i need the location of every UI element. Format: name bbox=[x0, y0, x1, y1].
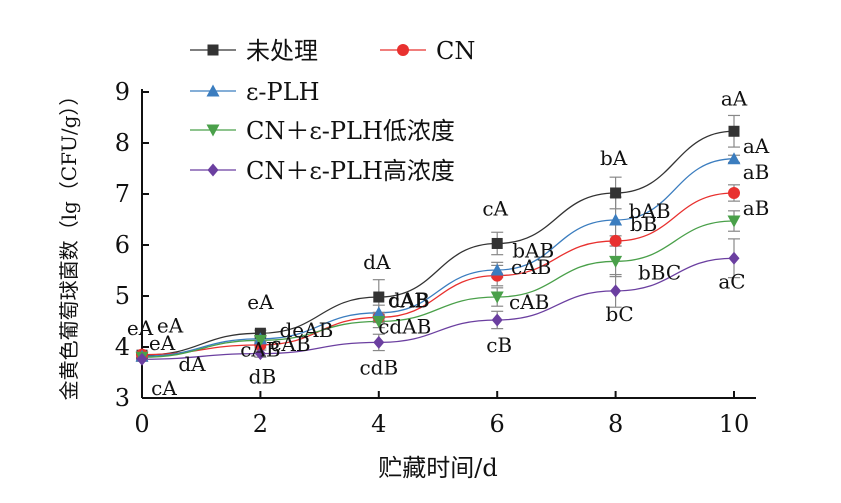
data-label: bC bbox=[606, 302, 634, 326]
x-axis-label: 贮藏时间/d bbox=[378, 454, 497, 482]
data-label: cAB bbox=[509, 290, 549, 314]
x-tick-label: 2 bbox=[253, 410, 268, 438]
legend-label: CN bbox=[436, 37, 475, 65]
y-tick-label: 3 bbox=[115, 384, 130, 412]
data-point bbox=[609, 255, 623, 268]
legend-marker bbox=[397, 44, 409, 56]
data-label: cA bbox=[151, 376, 177, 400]
data-label: cAB bbox=[270, 332, 310, 356]
legend: 未处理 CN ε-PLH CN＋ε-PLH低浓度 CN＋ε-PLH高浓度 bbox=[190, 37, 475, 185]
data-label: cAB bbox=[240, 337, 280, 361]
y-tick-label: 6 bbox=[115, 231, 130, 259]
data-label: eA bbox=[247, 290, 274, 314]
data-label: aA bbox=[721, 86, 748, 110]
y-axis-label: 金黄色葡萄球菌数（lg（CFU/g）） bbox=[57, 86, 81, 401]
data-label: cdB bbox=[359, 355, 398, 379]
data-label: cAB bbox=[511, 255, 551, 279]
legend-marker bbox=[206, 124, 220, 137]
y-tick-label: 5 bbox=[115, 282, 130, 310]
data-label: bBC bbox=[638, 260, 681, 284]
x-tick-label: 4 bbox=[371, 410, 386, 438]
legend-label: CN＋ε-PLH低浓度 bbox=[246, 117, 455, 145]
x-tick-label: 8 bbox=[608, 410, 623, 438]
legend-marker bbox=[206, 84, 220, 97]
data-label: dB bbox=[249, 365, 277, 389]
data-label: eA bbox=[149, 331, 176, 355]
error-bars bbox=[136, 114, 740, 362]
data-point bbox=[491, 237, 503, 249]
data-point bbox=[728, 251, 740, 265]
series-line bbox=[141, 220, 735, 358]
data-point bbox=[253, 334, 267, 347]
data-point bbox=[373, 335, 385, 349]
series-line bbox=[141, 257, 735, 360]
data-label: cA bbox=[482, 196, 508, 220]
ticks: 0 2 4 6 8 10 3 4 5 6 7 8 9 bbox=[115, 78, 750, 438]
y-tick-label: 7 bbox=[115, 180, 130, 208]
data-label: bB bbox=[630, 212, 658, 236]
data-label: dA bbox=[178, 352, 206, 376]
x-tick-label: 10 bbox=[719, 410, 750, 438]
markers bbox=[135, 125, 741, 366]
y-tick-label: 9 bbox=[115, 78, 130, 106]
data-label: bA bbox=[600, 146, 628, 170]
legend-label: ε-PLH bbox=[246, 78, 320, 106]
data-label: cB bbox=[486, 333, 512, 357]
data-label: aB bbox=[743, 196, 770, 220]
data-label: aC bbox=[718, 269, 745, 293]
y-tick-label: 8 bbox=[115, 129, 130, 157]
series-line bbox=[141, 158, 735, 357]
data-label: eA bbox=[157, 314, 184, 338]
legend-label: 未处理 bbox=[246, 37, 318, 65]
data-point bbox=[373, 291, 385, 303]
data-label: cAB bbox=[389, 288, 429, 312]
data-point bbox=[490, 291, 504, 304]
data-point bbox=[372, 316, 386, 328]
y-tick-label: 4 bbox=[115, 333, 130, 361]
legend-label: CN＋ε-PLH高浓度 bbox=[246, 157, 455, 185]
data-point bbox=[372, 306, 386, 319]
data-label: bAB bbox=[629, 199, 671, 223]
data-label: aB bbox=[743, 160, 770, 184]
legend-marker bbox=[207, 163, 219, 177]
data-point bbox=[727, 152, 741, 165]
data-label: cdAB bbox=[378, 315, 431, 339]
data-point bbox=[728, 186, 740, 199]
data-point bbox=[490, 263, 504, 276]
data-label: bAB bbox=[512, 239, 554, 263]
data-point bbox=[727, 215, 741, 228]
x-tick-label: 0 bbox=[134, 410, 149, 438]
series-line bbox=[141, 192, 735, 356]
data-label: dA bbox=[363, 250, 391, 274]
data-point bbox=[609, 213, 623, 226]
data-label: eA bbox=[127, 316, 154, 340]
data-label: deAB bbox=[280, 318, 334, 342]
data-point bbox=[136, 352, 148, 366]
data-point bbox=[254, 347, 266, 361]
x-tick-label: 6 bbox=[490, 410, 505, 438]
legend-marker bbox=[207, 44, 219, 56]
data-point bbox=[728, 125, 740, 137]
data-point bbox=[610, 284, 622, 298]
data-point bbox=[491, 313, 503, 327]
data-label: aA bbox=[743, 134, 770, 158]
data-point bbox=[610, 187, 622, 199]
data-point bbox=[609, 234, 622, 247]
data-label: dAB bbox=[388, 288, 430, 312]
